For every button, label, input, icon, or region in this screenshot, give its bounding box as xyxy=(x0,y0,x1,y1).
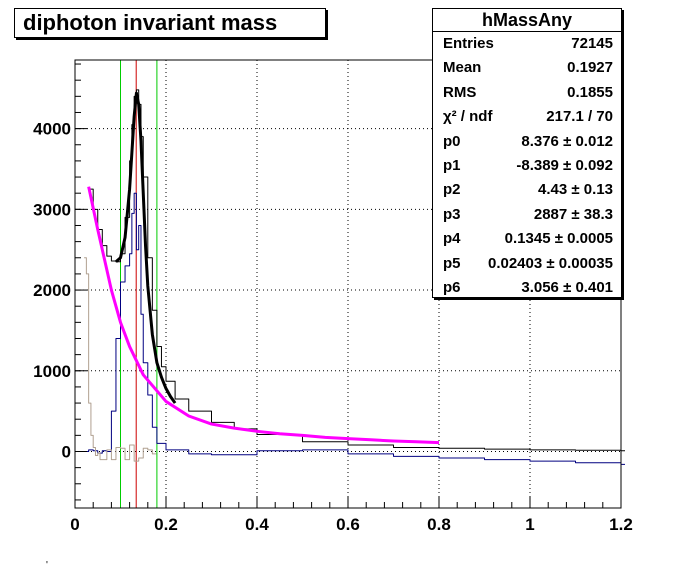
series-line-2 xyxy=(84,257,157,462)
stats-value: 217.1 / 70 xyxy=(546,108,613,126)
chart-title: diphoton invariant mass xyxy=(14,8,326,38)
x-tick-label: 1 xyxy=(525,515,534,534)
stats-value: 72145 xyxy=(571,35,613,52)
x-tick-label: 0.8 xyxy=(427,515,451,534)
stats-rows: Entries 72145 Mean 0.1927 RMS 0.1855 χ² / ndf 2… xyxy=(433,32,621,300)
stats-value: 0.02403 ± 0.00035 xyxy=(487,254,613,272)
series-group xyxy=(75,89,625,465)
stats-key: χ² / ndf xyxy=(443,108,493,126)
x-tick-label: 0 xyxy=(70,515,79,534)
stats-value: 0.1345 ± 0.0005 xyxy=(504,230,613,248)
series-line-4 xyxy=(114,91,177,404)
axis-ticks: 0 0.2 0.4 0.6 0.8 1 1.2 0 1000 2000 3000 4000 xyxy=(33,63,633,534)
x-tick-label: 0.2 xyxy=(154,515,178,534)
series-line-3 xyxy=(87,186,440,445)
stats-key: p1 xyxy=(443,156,461,174)
stats-box: hMassAny Entries 72145 Mean 0.1927 RMS 0.1855… xyxy=(432,8,622,298)
y-tick-label: 2000 xyxy=(33,281,71,300)
chart-title-text: diphoton invariant mass xyxy=(23,10,278,35)
stats-value: 0.1927 xyxy=(567,59,613,77)
stats-row: p6 3.056 ± 0.401 xyxy=(433,276,621,300)
x-tick-label: 1.2 xyxy=(609,515,633,534)
stats-key: p4 xyxy=(443,230,461,248)
stats-key: p6 xyxy=(443,278,461,296)
stats-value: 0.1855 xyxy=(567,83,613,101)
stats-key: p3 xyxy=(443,205,461,223)
stats-value: 2887 ± 38.3 xyxy=(533,205,613,223)
stats-row: RMS 0.1855 xyxy=(433,81,621,105)
stats-row: p4 0.1345 ± 0.0005 xyxy=(433,227,621,251)
y-tick-label: 3000 xyxy=(33,200,71,219)
stats-value: 4.43 ± 0.13 xyxy=(538,181,613,199)
stats-row: p0 8.376 ± 0.012 xyxy=(433,130,621,154)
stats-row: p2 4.43 ± 0.13 xyxy=(433,178,621,202)
stats-key: Mean xyxy=(443,59,482,77)
x-tick-label: 0.4 xyxy=(245,515,269,534)
y-tick-label: 0 xyxy=(62,442,71,461)
stats-key: p0 xyxy=(443,132,461,150)
stats-row: Entries 72145 xyxy=(433,32,621,56)
stats-key: RMS xyxy=(443,83,477,101)
stats-key: p2 xyxy=(443,181,461,199)
stats-row: p1 -8.389 ± 0.092 xyxy=(433,154,621,178)
stats-row: Mean 0.1927 xyxy=(433,56,621,80)
stats-value: 3.056 ± 0.401 xyxy=(521,278,613,296)
stats-value: 8.376 ± 0.012 xyxy=(521,132,613,150)
y-tick-label: 4000 xyxy=(33,120,71,139)
stats-value: -8.389 ± 0.092 xyxy=(516,156,613,174)
stray-mark: ' xyxy=(46,560,48,571)
stats-row: p3 2887 ± 38.3 xyxy=(433,203,621,227)
stats-row: χ² / ndf 217.1 / 70 xyxy=(433,105,621,129)
x-tick-label: 0.6 xyxy=(336,515,360,534)
stats-key: p5 xyxy=(443,254,461,272)
y-tick-label: 1000 xyxy=(33,362,71,381)
stats-name: hMassAny xyxy=(433,9,621,32)
stats-key: Entries xyxy=(443,35,494,52)
stats-row: p5 0.02403 ± 0.00035 xyxy=(433,252,621,276)
